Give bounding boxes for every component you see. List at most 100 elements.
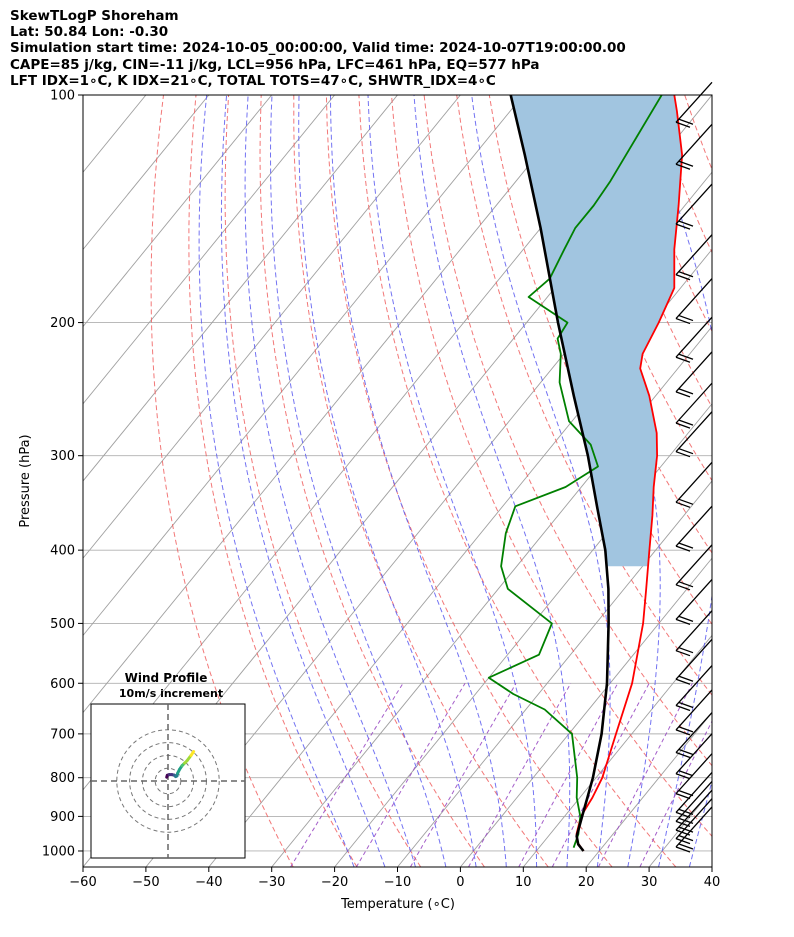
isotherm — [585, 711, 712, 867]
wind-barb-flag — [675, 829, 691, 836]
wind-barb-flag — [675, 422, 691, 429]
wind-barb-flag — [678, 448, 694, 455]
wind-barb-flag — [675, 584, 691, 591]
wind-barb-flag — [678, 826, 694, 833]
wind-barb-flag — [678, 419, 694, 426]
wind-barb-staff — [675, 505, 713, 547]
wind-barb-staff — [675, 461, 713, 503]
wind-barb-flag — [675, 356, 691, 363]
isotherm — [522, 634, 712, 867]
wind-barb-staff — [675, 712, 713, 753]
wind-barb-flag — [678, 615, 694, 623]
wind-barb-staff — [675, 733, 713, 775]
wind-barb — [675, 81, 713, 128]
x-tick-label: 40 — [704, 875, 721, 890]
wind-barb-flag — [678, 118, 694, 125]
wind-barb-flag — [678, 498, 694, 505]
isotherm — [397, 480, 712, 867]
dewpoint-line — [487, 95, 663, 848]
dry-adiabat — [684, 95, 712, 171]
wind-barb-flag — [675, 545, 691, 552]
wind-barb — [675, 316, 713, 363]
wind-barb-flag — [678, 790, 694, 797]
wind-barb-flag — [675, 729, 691, 736]
mixing-ratio-line — [551, 683, 650, 867]
x-tick-label: −10 — [384, 875, 411, 890]
dry-adiabat — [456, 95, 712, 696]
wind-barb — [675, 544, 713, 591]
y-tick-label: 400 — [50, 544, 75, 559]
wind-barb-flag — [675, 223, 691, 230]
isotherm — [460, 557, 712, 867]
dry-adiabat — [259, 95, 485, 867]
indices-line: LFT IDX=1∘C, K IDX=21∘C, TOTAL TOTS=47∘C… — [10, 73, 496, 89]
mixing-ratio-line — [597, 683, 693, 867]
y-tick-label: 800 — [50, 771, 75, 786]
wind-barb-staff — [675, 183, 713, 225]
wind-barb — [675, 665, 713, 712]
mixing-ratio-line — [290, 683, 404, 867]
dry-adiabat — [423, 95, 712, 767]
wind-barb-flag — [678, 675, 694, 682]
wind-barb-staff — [675, 578, 713, 620]
y-tick-label: 300 — [50, 449, 75, 464]
x-tick-label: −20 — [321, 875, 348, 890]
isotherm — [83, 95, 587, 714]
y-tick-label: 100 — [50, 89, 75, 104]
wind-barb-staff — [675, 81, 713, 123]
y-tick-label: 700 — [50, 727, 75, 742]
y-axis-label: Pressure (hPa) — [18, 434, 33, 527]
mixing-ratio-line — [518, 683, 619, 867]
wind-barb-staff — [675, 411, 713, 453]
wind-barb-flag — [678, 817, 694, 824]
wind-barb-flag — [678, 701, 694, 709]
wind-barbs — [675, 81, 713, 853]
wind-barb-staff — [675, 689, 713, 731]
mixing-ratio-line — [639, 719, 712, 867]
moist-adiabat — [298, 95, 477, 867]
isotherm — [83, 95, 524, 637]
x-tick-label: −60 — [69, 875, 96, 890]
x-tick-label: −30 — [258, 875, 285, 890]
wind-barb-staff — [675, 316, 713, 358]
plot-area — [83, 95, 794, 867]
wind-barb — [675, 753, 713, 800]
moist-adiabat — [720, 95, 794, 867]
x-tick-label: 30 — [641, 875, 658, 890]
wind-barb-flag — [678, 271, 694, 278]
wind-barb — [675, 610, 713, 657]
wind-barb — [675, 411, 713, 458]
wind-barb — [675, 578, 713, 626]
hodograph-subtitle: 10m/s increment — [119, 687, 223, 700]
y-tick-label: 200 — [50, 316, 75, 331]
wind-barb-flag — [678, 726, 694, 733]
wind-barb — [675, 712, 713, 759]
wind-barb-staff — [675, 544, 713, 586]
wind-barb — [675, 461, 713, 508]
wind-barb-flag — [675, 793, 691, 800]
wind-barb-flag — [675, 704, 691, 712]
wind-barb-flag — [675, 846, 691, 853]
hodograph-title: Wind Profile — [125, 671, 208, 685]
wind-barb-flag — [675, 121, 691, 128]
wind-barb-flag — [675, 451, 691, 458]
wind-barb — [675, 234, 713, 281]
y-tick-label: 600 — [50, 677, 75, 692]
wind-barb-flag — [675, 501, 691, 508]
moist-adiabat — [330, 95, 507, 867]
cape-area — [510, 95, 683, 567]
isotherm — [83, 95, 398, 482]
dry-adiabat — [150, 95, 294, 867]
x-axis-label: Temperature (∘C) — [340, 897, 455, 912]
mixing-ratio-line — [355, 683, 466, 867]
dry-adiabat — [750, 95, 794, 867]
wind-barb-staff — [675, 234, 713, 276]
wind-barb-flag — [678, 220, 694, 227]
wind-barb-flag — [678, 542, 694, 549]
wind-barb-flag — [675, 678, 691, 685]
isotherm — [83, 95, 84, 96]
wind-barb-flag — [678, 843, 694, 850]
dry-adiabat — [188, 95, 358, 867]
dry-adiabat — [325, 95, 613, 867]
